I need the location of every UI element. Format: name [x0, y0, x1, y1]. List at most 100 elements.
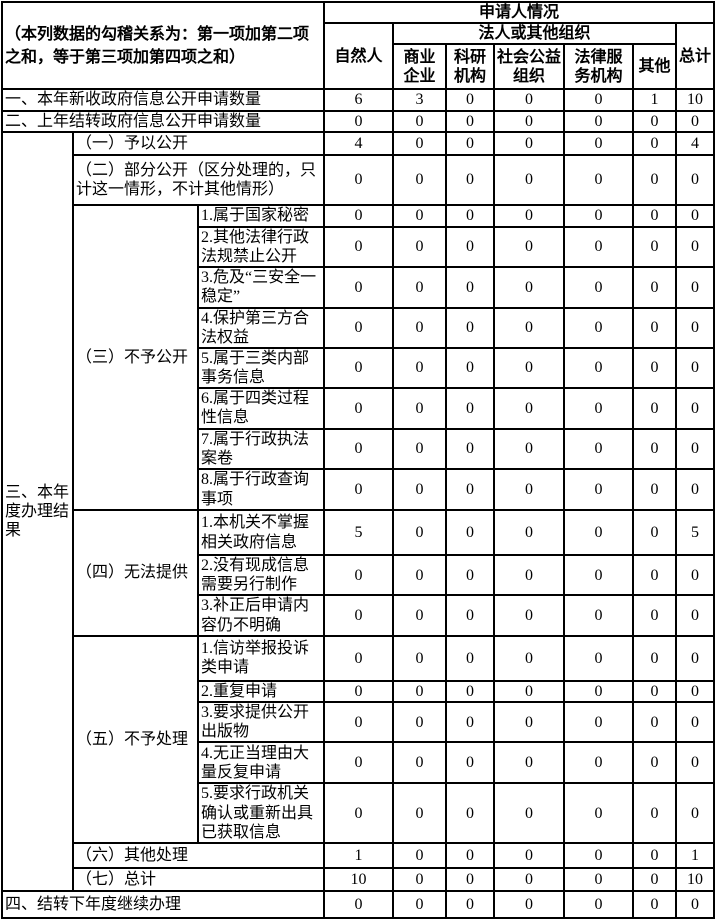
value-cell: 0: [675, 427, 715, 471]
header-row-2: 自然人 法人或其他组织 总计: [2, 22, 715, 91]
value-cell: 0: [392, 346, 448, 390]
value-cell: 1: [323, 841, 395, 869]
value-cell: 0: [675, 468, 715, 511]
value-cell: 0: [632, 509, 678, 556]
value-cell: 0: [675, 594, 715, 637]
table-row: 2.重复申请 0 0 0 0 0 0 0: [2, 679, 715, 703]
row-label: 6.属于四类过程性信息: [196, 387, 326, 430]
row-label: 4.无正当理由大量反复申请: [196, 741, 326, 785]
value-cell: 0: [323, 634, 395, 682]
row-label: （一）予以公开: [71, 130, 326, 156]
row-label: （二）部分公开（区分处理的，只计这一情形，不计其他情形）: [71, 153, 326, 206]
table-row: 6.属于四类过程性信息 0 0 0 0 0 0 0: [2, 387, 715, 430]
value-cell: 0: [563, 509, 635, 556]
value-cell: 0: [675, 889, 715, 919]
value-cell: 4: [323, 130, 395, 156]
value-cell: 0: [392, 427, 448, 471]
value-cell: 0: [445, 782, 496, 844]
value-cell: 0: [392, 782, 448, 844]
table-row: 4.保护第三方合法权益 0 0 0 0 0 0 0: [2, 306, 715, 349]
value-cell: 0: [632, 700, 678, 744]
value-cell: 0: [392, 109, 448, 133]
value-cell: 0: [632, 346, 678, 390]
col-header-total: 总计: [675, 22, 715, 91]
value-cell: 0: [323, 266, 395, 309]
value-cell: 0: [392, 509, 448, 556]
value-cell: 0: [392, 225, 448, 269]
value-cell: 0: [323, 782, 395, 844]
table-row: 7.属于行政执法案卷 0 0 0 0 0 0 0: [2, 427, 715, 471]
row-label: 1.本机关不掌握相关政府信息: [196, 509, 326, 556]
value-cell: 0: [323, 553, 395, 597]
value-cell: 0: [323, 468, 395, 511]
value-cell: 0: [323, 203, 395, 228]
value-cell: 0: [675, 109, 715, 133]
value-cell: 0: [675, 225, 715, 269]
value-cell: 0: [563, 700, 635, 744]
value-cell: 0: [632, 387, 678, 430]
value-cell: 0: [675, 553, 715, 597]
row-label: （七）总计: [71, 866, 326, 892]
value-cell: 0: [323, 346, 395, 390]
value-cell: 0: [632, 109, 678, 133]
value-cell: 5: [675, 509, 715, 556]
value-cell: 0: [632, 741, 678, 785]
value-cell: 0: [632, 866, 678, 892]
row-label: 1.信访举报投诉类申请: [196, 634, 326, 682]
table-row: （二）部分公开（区分处理的，只计这一情形，不计其他情形） 0 0 0 0 0 0…: [2, 153, 715, 206]
value-cell: 0: [323, 889, 395, 919]
value-cell: 0: [493, 266, 566, 309]
row-label: 5.属于三类内部事务信息: [196, 346, 326, 390]
value-cell: 0: [392, 841, 448, 869]
table-row: （七）总计 10 0 0 0 0 0 10: [2, 866, 715, 892]
value-cell: 0: [563, 88, 635, 112]
row-label: 2.其他法律行政法规禁止公开: [196, 225, 326, 269]
value-cell: 5: [323, 509, 395, 556]
row-label: 2.没有现成信息需要另行制作: [196, 553, 326, 597]
row-label: 四、结转下年度继续办理: [0, 889, 326, 919]
value-cell: 0: [563, 866, 635, 892]
value-cell: 0: [392, 468, 448, 511]
value-cell: 0: [632, 594, 678, 637]
value-cell: 6: [323, 88, 395, 112]
col-header-business: 商业企业: [392, 43, 448, 91]
value-cell: 0: [493, 130, 566, 156]
value-cell: 0: [563, 225, 635, 269]
value-cell: 0: [392, 634, 448, 682]
value-cell: 0: [675, 346, 715, 390]
row-label: （六）其他处理: [71, 841, 326, 869]
col-header-research: 科研机构: [445, 43, 496, 91]
row-label: 二、上年结转政府信息公开申请数量: [0, 109, 326, 133]
table-row: 5.要求行政机关确认或重新出具已获取信息 0 0 0 0 0 0 0: [2, 782, 715, 844]
value-cell: 0: [445, 306, 496, 349]
col-header-legal-or-other-group: 法人或其他组织: [392, 22, 678, 46]
header-row-3: 商业企业 科研机构 社会公益组织 法律服务机构 其他: [2, 43, 714, 91]
value-cell: 0: [392, 306, 448, 349]
value-cell: 0: [563, 594, 635, 637]
table-row: （六）其他处理 1 0 0 0 0 0 1: [2, 841, 715, 869]
value-cell: 0: [632, 266, 678, 309]
row-label: 3.补正后申请内容仍不明确: [196, 594, 326, 637]
value-cell: 0: [563, 203, 635, 228]
value-cell: 0: [445, 509, 496, 556]
value-cell: 0: [632, 153, 678, 206]
value-cell: 0: [445, 109, 496, 133]
value-cell: 0: [493, 203, 566, 228]
value-cell: 0: [632, 427, 678, 471]
value-cell: 1: [675, 841, 715, 869]
value-cell: 0: [445, 130, 496, 156]
value-cell: 0: [392, 266, 448, 309]
col-header-natural-person: 自然人: [323, 22, 395, 91]
value-cell: 0: [563, 346, 635, 390]
value-cell: 0: [392, 866, 448, 892]
table-row: （四）无法提供 1.本机关不掌握相关政府信息 5 0 0 0 0 0 5: [2, 509, 715, 637]
value-cell: 0: [445, 266, 496, 309]
table-row: 8.属于行政查询事项 0 0 0 0 0 0 0: [2, 468, 715, 511]
value-cell: 0: [563, 634, 635, 682]
value-cell: 0: [493, 782, 566, 844]
value-cell: 0: [493, 594, 566, 637]
value-cell: 0: [493, 153, 566, 206]
row-label: 一、本年新收政府信息公开申请数量: [0, 88, 326, 112]
value-cell: 0: [493, 427, 566, 471]
